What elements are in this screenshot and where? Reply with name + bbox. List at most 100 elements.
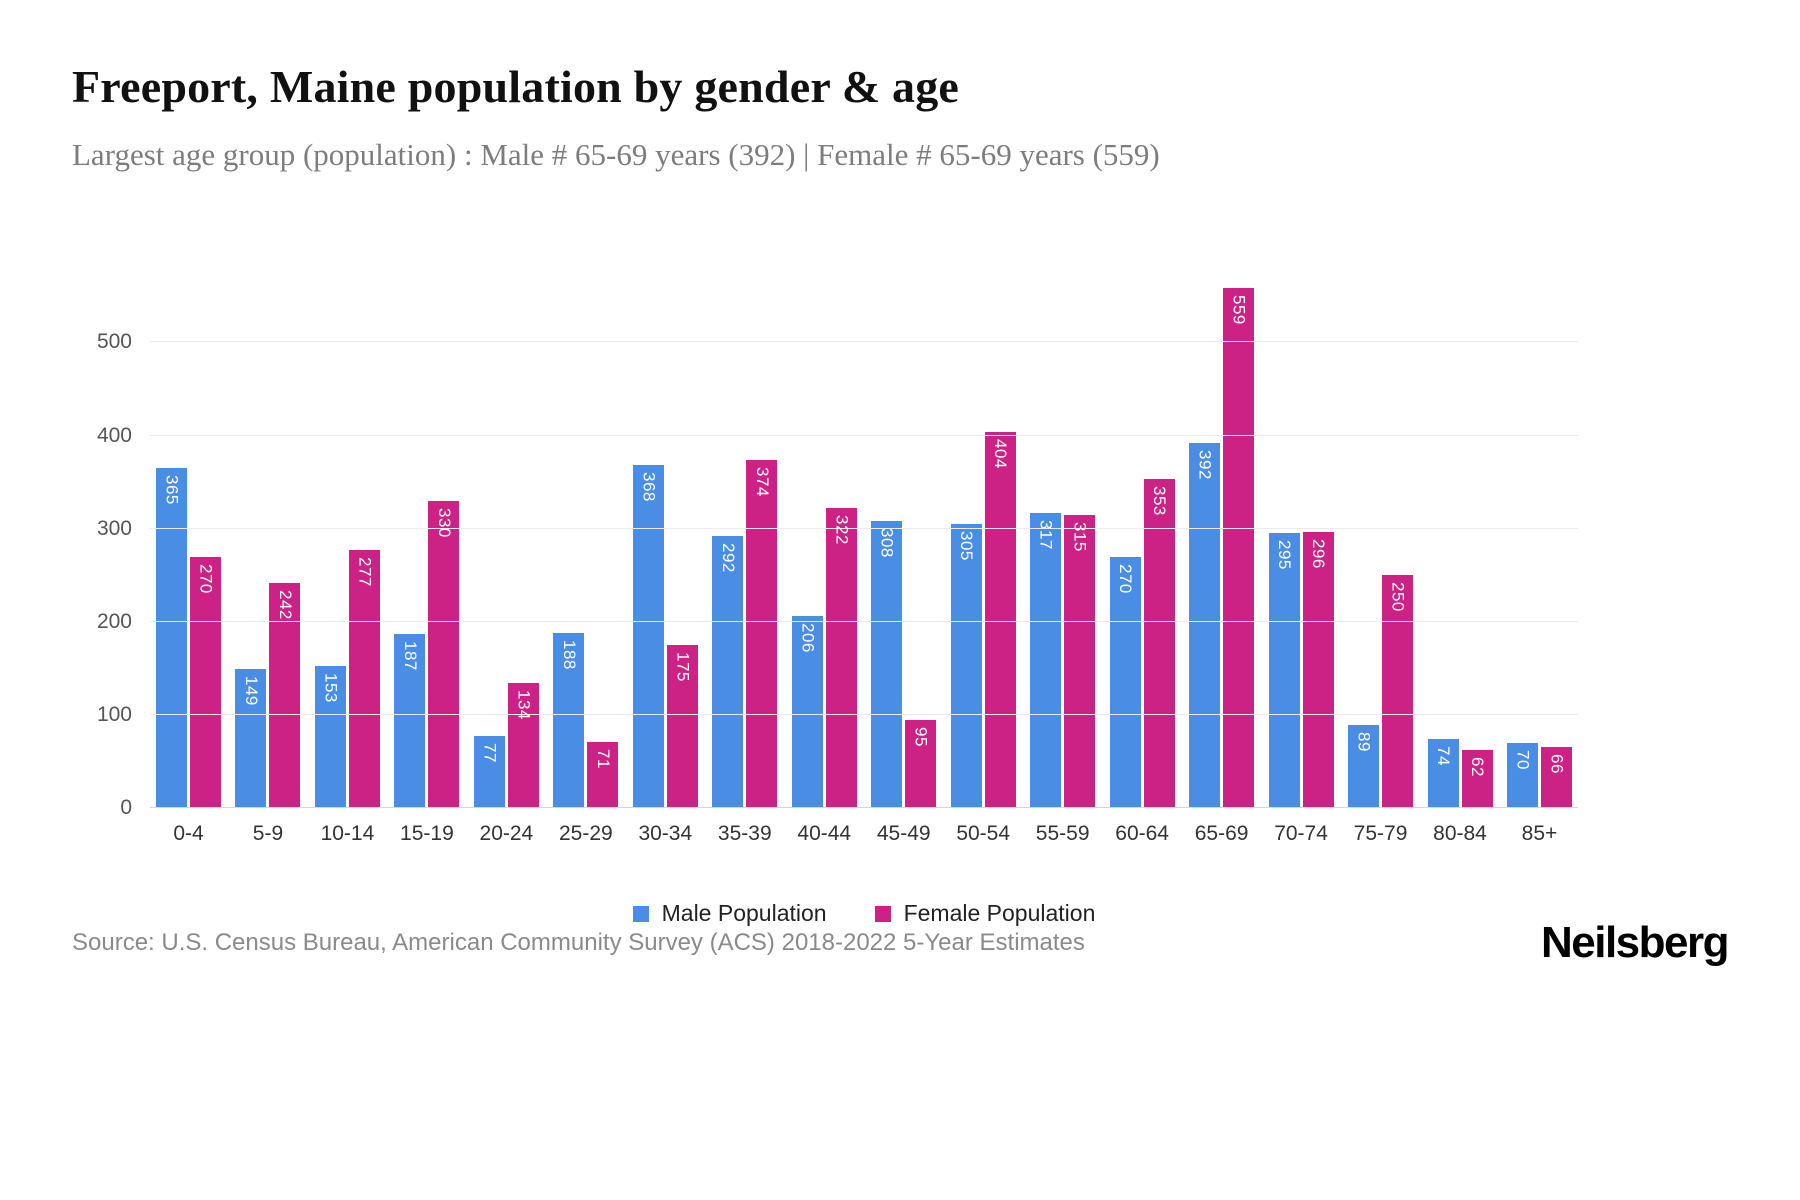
gridline-500 [150,341,1578,343]
x-axis-label-75-79: 75-79 [1353,822,1408,845]
bar-group-25-29: 188 71 25-29 [553,268,619,845]
female-bar-value-25-29: 71 [593,748,613,769]
bar-group-50-54: 305 404 50-54 [950,268,1016,845]
bar-group-85+: 70 66 85+ [1506,268,1572,845]
x-axis-label-15-19: 15-19 [400,822,454,845]
bar-group-30-34: 368 175 30-34 [632,268,698,845]
x-axis-label-85+: 85+ [1521,822,1558,845]
female-bar-35-39: 374 [746,459,778,808]
male-bar-value-5-9: 149 [241,676,261,707]
male-bar-15-19: 187 [394,633,426,808]
source-attribution: Source: U.S. Census Bureau, American Com… [72,929,1085,956]
gridline-300 [150,527,1578,529]
chart-title: Freeport, Maine population by gender & a… [72,61,960,112]
male-bar-value-30-34: 368 [639,472,659,503]
x-axis-label-50-54: 50-54 [956,822,1011,845]
female-bar-75-79: 250 [1382,575,1414,808]
male-bar-value-60-64: 270 [1116,563,1136,594]
male-bar-40-44: 206 [791,616,823,808]
gridline-400 [150,434,1578,436]
footer: Source: U.S. Census Bureau, American Com… [72,918,1730,968]
male-bar-5-9: 149 [235,669,267,808]
female-bar-value-40-44: 322 [832,515,852,546]
female-bar-50-54: 404 [984,431,1016,808]
male-bar-45-49: 308 [871,521,903,808]
x-axis-label-35-39: 35-39 [717,822,772,845]
female-bar-value-55-59: 315 [1070,521,1090,552]
x-axis-label-30-34: 30-34 [638,822,693,845]
bar-group-75-79: 89 250 75-79 [1348,268,1414,845]
male-bar-20-24: 77 [473,736,505,808]
x-axis-label-10-14: 10-14 [320,822,375,845]
female-bar-30-34: 175 [666,645,698,808]
male-swatch-icon [632,905,649,922]
male-bar-value-80-84: 74 [1434,746,1453,767]
female-bar-value-20-24: 134 [514,690,534,721]
female-bar-value-80-84: 62 [1468,757,1487,778]
x-axis-label-40-44: 40-44 [797,822,852,845]
legend-label-male: Male Population [661,900,827,926]
female-bar-10-14: 277 [348,550,380,808]
female-bar-value-0-4: 270 [196,563,216,594]
female-bar-40-44: 322 [825,508,857,808]
bar-group-35-39: 292 374 35-39 [712,268,778,845]
x-axis-label-25-29: 25-29 [558,822,613,845]
x-axis-label-55-59: 55-59 [1035,822,1090,845]
male-bar-value-75-79: 89 [1354,732,1374,753]
female-bar-5-9: 242 [269,582,301,808]
male-bar-25-29: 188 [553,632,585,808]
x-axis-label-80-84: 80-84 [1433,822,1487,845]
x-axis-label-20-24: 20-24 [479,822,534,845]
female-bar-value-35-39: 374 [752,466,772,497]
male-bar-value-85+: 70 [1513,749,1533,770]
male-bar-75-79: 89 [1348,725,1380,808]
female-bar-20-24: 134 [507,683,539,808]
female-bar-25-29: 71 [587,741,619,808]
female-bar-value-60-64: 353 [1150,486,1170,517]
bar-group-45-49: 308 95 45-49 [871,268,937,845]
male-bar-value-35-39: 292 [718,543,738,574]
bar-group-10-14: 153 277 10-14 [314,268,380,845]
female-bar-15-19: 330 [428,500,460,808]
x-axis-label-45-49: 45-49 [876,822,931,845]
female-bar-60-64: 353 [1143,479,1175,808]
male-bar-value-10-14: 153 [321,672,341,703]
bar-group-80-84: 74 62 80-84 [1427,268,1493,845]
female-bar-85+: 66 [1540,746,1572,808]
male-bar-80-84: 74 [1427,739,1459,808]
bar-group-20-24: 77 134 20-24 [473,268,539,845]
female-bar-value-10-14: 277 [355,557,375,587]
male-bar-value-25-29: 188 [559,639,579,670]
gridline-0 [150,807,1578,808]
legend: Male Population Female Population [150,900,1578,927]
female-bar-value-50-54: 404 [991,438,1011,469]
female-bar-value-70-74: 296 [1309,539,1329,570]
y-axis-tick-label-200: 200 [96,609,132,633]
chart-subtitle: Largest age group (population) : Male # … [72,137,1160,172]
female-bar-value-65-69: 559 [1229,294,1249,325]
male-bar-65-69: 392 [1189,443,1221,808]
x-axis-label-60-64: 60-64 [1115,822,1169,845]
y-axis-tick-label-300: 300 [96,516,132,540]
x-axis-label-5-9: 5-9 [252,822,284,845]
female-bar-value-75-79: 250 [1388,582,1408,613]
male-bar-60-64: 270 [1109,556,1141,808]
male-bar-value-45-49: 308 [877,528,897,559]
male-bar-85+: 70 [1506,742,1538,808]
male-bar-value-65-69: 392 [1195,450,1215,480]
bar-group-70-74: 295 296 70-74 [1268,268,1334,845]
male-bar-35-39: 292 [712,536,744,808]
female-bar-value-5-9: 242 [275,589,295,620]
male-bar-70-74: 295 [1268,533,1300,808]
female-bar-65-69: 559 [1223,287,1255,808]
x-axis-label-0-4: 0-4 [173,822,204,845]
female-swatch-icon [874,905,891,922]
bar-group-0-4: 365 270 0-4 [156,268,221,845]
x-axis-label-70-74: 70-74 [1274,822,1328,845]
male-bar-value-55-59: 317 [1036,519,1056,550]
male-bar-value-20-24: 77 [480,743,500,764]
male-bar-value-15-19: 187 [400,640,420,671]
bar-group-65-69: 392 559 65-69 [1189,268,1255,845]
bar-group-15-19: 187 330 15-19 [394,268,460,845]
